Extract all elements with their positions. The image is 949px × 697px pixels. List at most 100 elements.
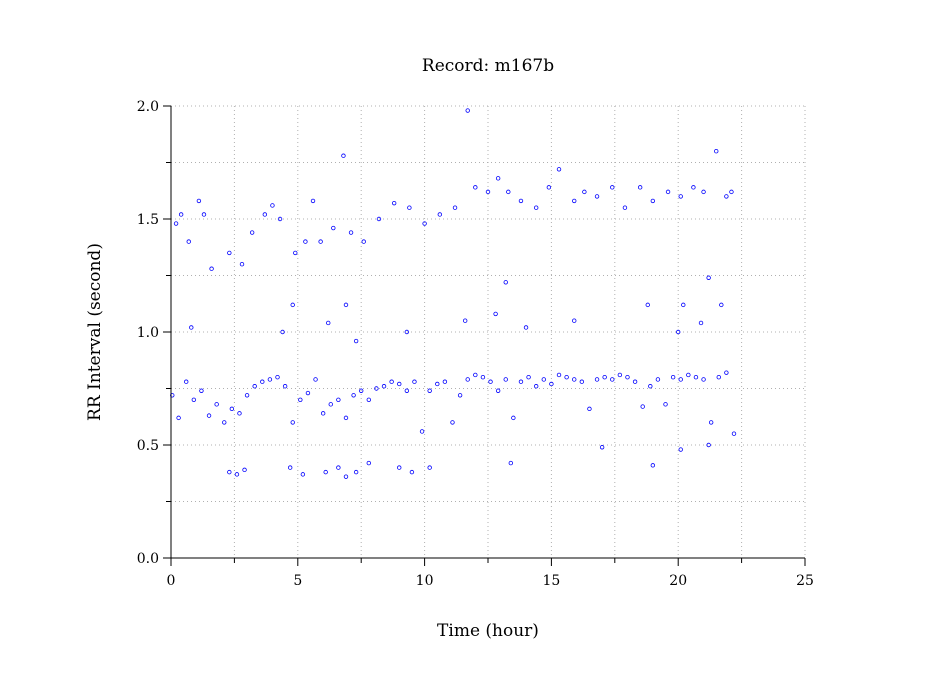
data-point [493, 311, 498, 317]
chart-title: Record: m167b [422, 56, 554, 76]
data-point [310, 198, 316, 204]
data-point [343, 415, 349, 421]
data-point [260, 379, 265, 384]
data-point [348, 230, 354, 235]
data-point [663, 402, 668, 407]
x-tick-label: 25 [796, 573, 814, 589]
data-point [617, 372, 623, 378]
data-point [495, 388, 501, 393]
data-point [234, 472, 240, 477]
data-point [435, 381, 440, 387]
data-point [209, 266, 214, 271]
data-point [353, 338, 359, 344]
data-point [201, 212, 207, 217]
data-point [381, 384, 387, 389]
data-point [678, 194, 683, 199]
data-point [572, 318, 577, 323]
data-point [678, 447, 683, 452]
data-point [189, 325, 194, 330]
data-point [465, 108, 470, 113]
data-point [533, 384, 539, 389]
data-point [407, 205, 412, 210]
data-point [178, 212, 184, 217]
x-tick-label: 15 [542, 573, 560, 589]
data-point [724, 370, 729, 375]
data-point [199, 388, 204, 393]
data-point [249, 230, 255, 235]
data-point [227, 250, 232, 256]
data-point [572, 198, 577, 204]
data-point [462, 318, 468, 323]
data-point [170, 393, 175, 398]
data-point [184, 379, 189, 384]
data-point [361, 239, 366, 244]
data-point [366, 460, 372, 466]
data-point [579, 379, 585, 384]
data-point [397, 465, 402, 470]
data-point [506, 189, 511, 195]
data-point [719, 302, 724, 308]
x-tick-label: 20 [669, 573, 687, 589]
data-points [170, 108, 737, 479]
data-point [594, 377, 600, 382]
data-point [549, 381, 554, 387]
data-point [206, 413, 212, 418]
data-point [488, 379, 493, 384]
data-point [427, 388, 432, 393]
data-point [594, 194, 600, 199]
data-point [511, 415, 516, 421]
data-point [625, 375, 630, 380]
data-point [267, 377, 273, 382]
data-point [518, 379, 524, 384]
data-point [353, 469, 359, 475]
data-point [173, 221, 179, 226]
x-axis-label: Time (hour) [437, 621, 539, 641]
data-point [508, 460, 514, 466]
y-tick-label: 1.5 [137, 212, 159, 228]
data-point [280, 329, 285, 335]
data-point [706, 442, 711, 448]
data-point [599, 445, 605, 450]
data-point [305, 390, 311, 396]
data-point [556, 372, 562, 378]
data-point [303, 239, 308, 244]
data-point [473, 185, 478, 190]
data-point [404, 388, 410, 393]
data-point [556, 167, 562, 172]
data-point [686, 372, 691, 378]
data-point [262, 212, 268, 217]
data-point [648, 384, 653, 389]
data-point [442, 379, 448, 384]
data-point [706, 275, 711, 280]
data-point [691, 185, 696, 190]
data-point [298, 397, 303, 402]
data-point [716, 375, 721, 380]
data-point [389, 379, 394, 384]
y-tick-label: 2.0 [137, 99, 159, 115]
data-point [701, 189, 706, 195]
data-point [313, 377, 318, 382]
data-point [473, 372, 478, 378]
data-point [533, 205, 539, 210]
data-point [341, 153, 346, 158]
data-point [293, 250, 298, 256]
data-point [485, 189, 491, 195]
data-point [214, 402, 219, 407]
data-point [610, 377, 615, 382]
data-point [670, 375, 676, 380]
data-point [397, 381, 402, 387]
data-point [678, 377, 683, 382]
data-point [227, 469, 232, 475]
x-tick-label: 5 [293, 573, 302, 589]
data-point [290, 302, 295, 308]
data-point [419, 429, 425, 434]
data-point [290, 420, 295, 425]
data-point [610, 185, 615, 190]
data-point [270, 203, 275, 208]
data-point [708, 420, 714, 425]
data-point [632, 379, 638, 384]
data-point [546, 185, 552, 190]
y-tick-label: 0.5 [137, 438, 159, 454]
